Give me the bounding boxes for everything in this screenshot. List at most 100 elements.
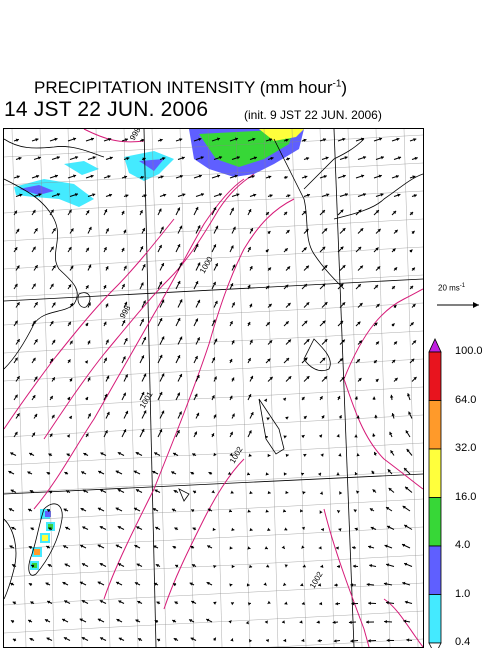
- wind-arrow: [228, 509, 233, 513]
- wind-arrow: [136, 526, 143, 530]
- wind-arrow: [348, 620, 357, 625]
- wind-arrow: [333, 639, 341, 643]
- wind-arrow: [191, 564, 197, 568]
- wind-arrow: [175, 354, 181, 364]
- wind-arrow: [370, 526, 377, 530]
- wind-arrow: [116, 618, 123, 623]
- wind-arrow: [231, 527, 235, 532]
- wind-arrow: [355, 246, 362, 253]
- wind-arrow: [300, 509, 303, 513]
- wind-arrow: [115, 544, 123, 549]
- wind-arrow: [231, 564, 235, 569]
- wind-arrow: [231, 340, 235, 345]
- wind-arrow: [177, 262, 183, 271]
- wind-arrow: [8, 470, 15, 475]
- wind-arrow: [103, 429, 108, 438]
- wind-arrow: [48, 527, 53, 531]
- wind-arrow: [285, 266, 291, 271]
- wind-arrow: [174, 527, 179, 531]
- wind-arrow: [121, 319, 126, 327]
- wind-arrow: [299, 620, 303, 624]
- wind-arrow: [375, 378, 379, 383]
- wind-arrow: [115, 581, 123, 586]
- wind-arrow: [389, 431, 393, 438]
- wind-arrow: [229, 395, 233, 401]
- wind-arrow: [285, 194, 291, 198]
- precipitation-area-taiwan: [30, 509, 55, 570]
- wind-arrow: [103, 284, 107, 290]
- wind-arrow: [213, 193, 223, 197]
- wind-arrow: [51, 376, 56, 382]
- wind-arrow: [264, 435, 268, 439]
- wind-arrow: [321, 301, 328, 308]
- wind-arrow: [337, 320, 344, 327]
- wind-arrow: [229, 137, 239, 142]
- wind-arrow: [85, 322, 89, 327]
- wind-arrow: [300, 583, 304, 587]
- wind-arrow: [80, 507, 87, 512]
- wind-arrow: [283, 435, 287, 439]
- wind-arrow: [193, 243, 199, 253]
- colorbar-segment: [428, 448, 442, 498]
- wind-arrow: [393, 341, 398, 345]
- wind-arrow: [85, 284, 89, 290]
- wind-arrow: [195, 299, 201, 308]
- wind-arrow: [356, 453, 360, 457]
- wind-arrow: [159, 410, 165, 419]
- wind-arrow: [267, 267, 272, 271]
- wind-arrow: [117, 488, 125, 493]
- wind-arrow: [335, 546, 339, 550]
- wind-arrow: [213, 414, 217, 419]
- wind-arrow: [159, 299, 165, 308]
- wind-arrow: [375, 228, 381, 234]
- wind-arrow: [175, 280, 181, 290]
- wind-arrow: [336, 472, 340, 476]
- wind-arrow: [195, 193, 205, 197]
- wind-arrow: [301, 210, 307, 216]
- wind-arrow: [301, 638, 305, 643]
- wind-arrow: [177, 336, 183, 345]
- wind-arrow: [97, 581, 105, 586]
- wind-arrow: [352, 564, 359, 568]
- wind-arrow: [267, 303, 272, 308]
- wind-arrow: [229, 358, 233, 364]
- wind-arrow: [211, 357, 216, 364]
- wind-arrow: [411, 376, 417, 382]
- wind-arrow: [27, 619, 33, 623]
- wind-arrow: [355, 321, 361, 327]
- wind-arrow: [337, 137, 346, 142]
- wind-arrow: [157, 428, 163, 438]
- wind-arrow: [301, 396, 305, 401]
- wind-arrow: [135, 619, 141, 623]
- wind-arrow: [208, 471, 213, 476]
- wind-arrow: [121, 356, 126, 364]
- colorbar-tick-label: 4.0: [455, 539, 471, 551]
- wind-arrow: [190, 637, 197, 641]
- wind-arrow: [385, 601, 395, 605]
- wind-arrow: [141, 300, 146, 308]
- wind-arrow: [175, 174, 184, 179]
- colorbar-segment: [428, 400, 442, 450]
- wind-arrow: [249, 303, 253, 308]
- wind-arrow: [123, 156, 130, 161]
- wind-arrow: [30, 601, 35, 605]
- wind-arrow: [139, 246, 144, 253]
- wind-arrow: [141, 410, 147, 419]
- wind-arrow: [229, 245, 234, 253]
- wind-arrow: [231, 264, 236, 271]
- wind-arrow: [229, 431, 234, 438]
- wind-arrow: [49, 209, 55, 216]
- wind-arrow: [105, 156, 113, 160]
- wind-arrow: [13, 431, 18, 438]
- wind-arrow: [357, 156, 367, 160]
- wind-arrow: [195, 262, 201, 271]
- wind-arrow: [212, 527, 216, 532]
- wind-arrow: [33, 264, 39, 271]
- wind-arrow: [31, 320, 36, 327]
- wind-arrow: [141, 227, 146, 234]
- wind-arrow: [213, 263, 219, 271]
- wind-arrow: [405, 430, 411, 438]
- wind-arrow: [245, 621, 249, 625]
- wind-arrow: [123, 265, 127, 271]
- wind-arrow: [173, 489, 179, 494]
